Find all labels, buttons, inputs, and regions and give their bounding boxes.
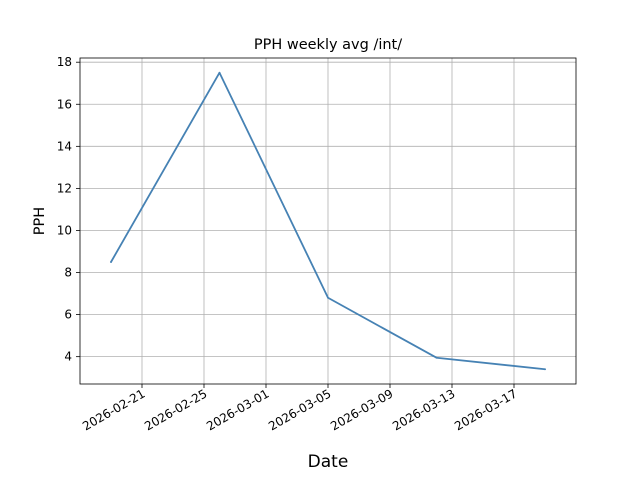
x-tick-label: 2026-03-01 (204, 386, 271, 433)
y-axis-label: PPH (32, 207, 48, 235)
x-tick-label: 2026-03-09 (328, 386, 395, 433)
x-tick-label: 2026-03-05 (266, 386, 333, 433)
data-point (218, 71, 221, 74)
data-point (544, 368, 546, 371)
y-tick-label: 4 (64, 350, 72, 364)
y-tick-label: 12 (57, 181, 72, 195)
y-tick-label: 16 (57, 97, 72, 111)
y-tick-label: 14 (57, 139, 72, 153)
y-tick-label: 6 (64, 308, 72, 322)
chart-title: PPH weekly avg /int/ (254, 37, 402, 53)
data-point (110, 261, 112, 263)
grid (80, 58, 576, 384)
data-point (327, 296, 329, 299)
axis-ticks: 2026-02-212026-02-252026-03-012026-03-05… (57, 55, 520, 433)
y-tick-label: 10 (57, 223, 72, 237)
data-point (435, 356, 438, 359)
x-axis-label: Date (308, 452, 349, 472)
x-tick-label: 2026-03-17 (452, 386, 519, 433)
y-tick-label: 8 (64, 266, 72, 280)
x-tick-label: 2026-02-21 (80, 386, 147, 433)
y-tick-label: 18 (57, 55, 72, 69)
x-tick-label: 2026-03-13 (390, 386, 457, 433)
series-layer (110, 71, 546, 371)
x-tick-label: 2026-02-25 (142, 386, 209, 433)
